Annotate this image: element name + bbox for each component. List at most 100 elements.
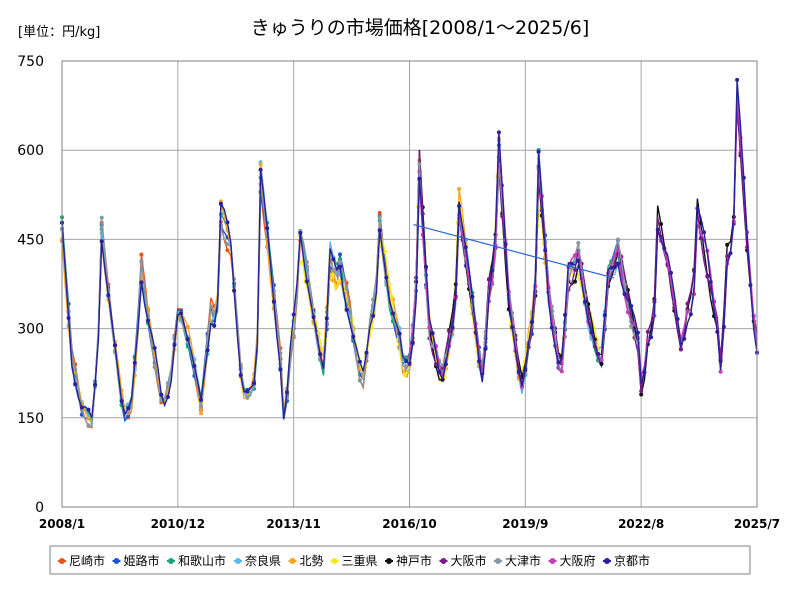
series-point-6 <box>725 242 730 247</box>
series-point-4 <box>199 411 203 416</box>
legend-marker <box>440 558 447 564</box>
series-point-9 <box>599 357 604 362</box>
legend-label: 奈良県 <box>245 553 281 568</box>
chart-title: きゅうりの市場価格[2008/1～2025/6] <box>251 17 590 39</box>
series-point-10 <box>93 382 98 387</box>
series-point-10 <box>463 245 468 250</box>
series-line-10 <box>61 79 758 420</box>
series-point-10 <box>735 77 740 82</box>
series-point-10 <box>106 293 111 298</box>
series-point-10 <box>662 246 667 251</box>
x-axis-ticks: 2008/1 2010/12 2013/11 2016/10 2019/9 2022/8 2… <box>39 517 780 531</box>
legend: 尼崎市 姫路市 和歌山市 奈良県 北勢 三重県 神戸市 大阪市 大津市 大阪府 京都市 <box>49 545 751 575</box>
series-point-10 <box>271 299 276 304</box>
series-point-8 <box>304 260 309 265</box>
series-point-7 <box>678 347 683 352</box>
series-point-10 <box>357 359 362 364</box>
series-point-10 <box>437 370 442 375</box>
legend-marker <box>549 558 556 564</box>
series-layer <box>60 77 759 429</box>
series-point-8 <box>576 241 581 245</box>
series-point-7 <box>434 362 438 367</box>
series-line-7 <box>408 105 758 392</box>
series-point-10 <box>318 352 323 357</box>
legend-marker <box>113 558 120 564</box>
series-point-10 <box>669 270 673 275</box>
legend-label: 尼崎市 <box>69 553 105 568</box>
legend-label: 京都市 <box>614 553 650 568</box>
series-point-10 <box>721 324 726 329</box>
series-point-8 <box>417 162 422 167</box>
series-point-10 <box>99 239 104 244</box>
series-point-8 <box>99 215 104 220</box>
legend-marker <box>495 558 501 564</box>
series-point-10 <box>430 331 435 336</box>
series-point-10 <box>616 261 620 266</box>
legend-label: 大阪府 <box>560 553 596 568</box>
legend-marker <box>604 558 610 564</box>
series-point-10 <box>569 261 574 266</box>
series-point-10 <box>470 294 475 299</box>
legend-marker <box>235 558 241 564</box>
series-point-9 <box>559 369 564 374</box>
series-point-10 <box>212 323 217 328</box>
series-point-4 <box>258 162 263 167</box>
series-point-10 <box>682 336 687 341</box>
series-point-10 <box>172 342 177 347</box>
series-point-8 <box>404 364 409 369</box>
plot-frame <box>61 60 758 508</box>
series-point-10 <box>338 264 342 269</box>
series-point-10 <box>331 257 336 262</box>
series-point-8 <box>430 344 435 349</box>
legend-label: 大阪市 <box>451 553 487 568</box>
series-point-10 <box>159 392 164 397</box>
legend-marker <box>59 558 65 564</box>
series-point-10 <box>165 395 170 399</box>
series-point-10 <box>457 204 462 208</box>
series-point-0 <box>225 248 230 253</box>
series-point-8 <box>152 365 157 370</box>
series-point-10 <box>523 367 528 372</box>
series-point-7 <box>639 389 644 393</box>
series-point-8 <box>629 324 634 329</box>
series-point-10 <box>503 242 508 247</box>
series-point-8 <box>199 404 203 409</box>
legend-label: 大津市 <box>505 553 541 568</box>
series-point-10 <box>66 316 71 320</box>
series-point-10 <box>549 325 554 330</box>
y-tick-label: 450 <box>17 232 44 248</box>
y-axis-ticks: 0 150 300 450 600 750 <box>17 54 44 516</box>
series-point-10 <box>192 364 197 368</box>
series-point-10 <box>510 325 515 330</box>
series-point-8 <box>338 260 342 264</box>
series-point-10 <box>596 352 601 356</box>
series-point-10 <box>563 312 567 317</box>
series-point-10 <box>576 258 581 263</box>
legend-marker <box>168 558 174 564</box>
series-point-10 <box>410 340 415 345</box>
series-point-7 <box>698 236 703 241</box>
series-point-10 <box>351 334 356 339</box>
series-point-9 <box>685 309 690 314</box>
series-point-10 <box>477 359 481 364</box>
series-point-5 <box>389 294 394 299</box>
series-point-10 <box>589 330 594 335</box>
series-point-10 <box>79 405 84 410</box>
series-point-7 <box>573 267 577 272</box>
series-point-10 <box>113 343 117 348</box>
series-point-7 <box>685 301 690 306</box>
series-point-10 <box>291 312 296 317</box>
series-line-6 <box>408 101 758 395</box>
series-point-10 <box>741 175 746 180</box>
x-tick-label: 2019/9 <box>502 517 548 531</box>
series-point-0 <box>377 210 382 215</box>
series-point-10 <box>443 362 448 367</box>
series-point-8 <box>73 367 78 372</box>
series-point-7 <box>645 329 650 334</box>
series-line-2 <box>61 145 642 423</box>
series-point-10 <box>364 350 369 355</box>
series-point-4 <box>185 324 190 329</box>
series-point-4 <box>457 187 462 191</box>
series-point-10 <box>397 331 402 336</box>
